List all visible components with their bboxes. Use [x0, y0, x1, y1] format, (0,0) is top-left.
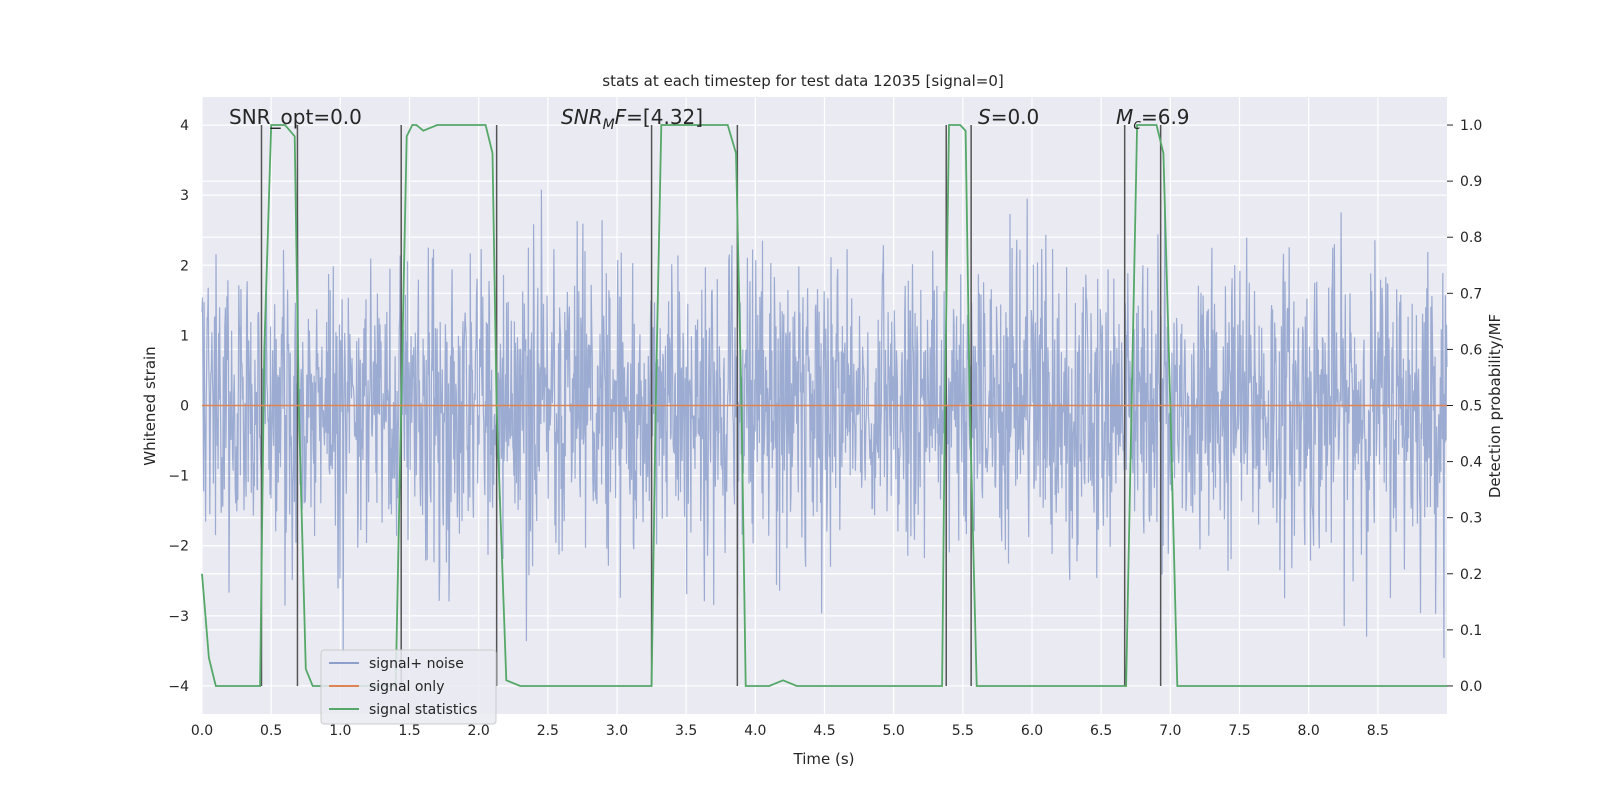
- y2-tick-label: 0.8: [1460, 230, 1482, 246]
- y-tick-label: 2: [180, 258, 189, 274]
- annotation-s: S=0.0: [978, 105, 1039, 129]
- x-tick-label: 6.0: [1021, 723, 1043, 739]
- annotation-snr-mf: SNRMF=[4.32]: [561, 105, 703, 133]
- y2-tick-label: 0.1: [1460, 623, 1482, 639]
- x-tick-label: 1.5: [398, 723, 420, 739]
- signal-plus-noise-series: [201, 189, 1448, 658]
- y-tick-label: 3: [180, 188, 189, 204]
- chart-title: stats at each timestep for test data 120…: [602, 72, 1003, 90]
- x-axis-label: Time (s): [793, 750, 855, 768]
- y-tick-label: −4: [168, 679, 189, 695]
- y2-tick-label: 0.3: [1460, 511, 1482, 527]
- annotation-snr-opt: SNR_opt=0.0: [229, 105, 362, 129]
- y2-tick-label: 0.2: [1460, 567, 1482, 583]
- y2-tick-label: 0.5: [1460, 399, 1482, 415]
- x-tick-label: 1.0: [329, 723, 351, 739]
- statistics-line: [201, 124, 1447, 687]
- x-tick-label: 8.0: [1298, 723, 1320, 739]
- legend-label-noise: signal+ noise: [369, 656, 464, 672]
- y-tick-label: 0: [180, 399, 189, 415]
- x-axis-ticks: 0.0 0.5 1.0 1.5 2.0 2.5 3.0 3.5 4.0 4.5 5.0 5.5 6.0 6…: [191, 723, 1389, 739]
- y2-tick-label: 0.4: [1460, 455, 1482, 471]
- y2-axis-label: Detection probability/MF: [1486, 314, 1504, 498]
- annotation-mc: Mc=6.9: [1116, 105, 1190, 133]
- y2-tick-label: 1.0: [1460, 118, 1482, 134]
- x-tick-label: 5.5: [952, 723, 974, 739]
- x-tick-label: 6.5: [1090, 723, 1112, 739]
- y2-tick-label: 0.9: [1460, 174, 1482, 190]
- y2-tick-label: 0.0: [1460, 679, 1482, 695]
- x-tick-label: 2.0: [468, 723, 490, 739]
- x-tick-label: 8.5: [1367, 723, 1389, 739]
- legend-label-signal: signal only: [369, 679, 444, 695]
- y2-tick-label: 0.6: [1460, 342, 1482, 358]
- x-tick-label: 2.5: [537, 723, 559, 739]
- x-tick-label: 7.0: [1159, 723, 1181, 739]
- y-tick-label: −1: [168, 469, 189, 485]
- x-tick-label: 5.0: [883, 723, 905, 739]
- y-tick-label: 1: [180, 328, 189, 344]
- y-tick-label: −3: [168, 609, 189, 625]
- legend-label-stats: signal statistics: [369, 702, 477, 718]
- y2-axis-ticks: 1.0 0.9 0.8 0.7 0.6 0.5 0.4 0.3 0.2 0.1 0.0: [1447, 118, 1482, 695]
- noise-trace: [201, 189, 1448, 658]
- x-tick-label: 3.0: [606, 723, 628, 739]
- x-tick-label: 0.5: [260, 723, 282, 739]
- legend-box: [320, 649, 497, 725]
- legend: signal+ noise signal only signal statist…: [320, 649, 497, 725]
- x-tick-label: 4.5: [813, 723, 835, 739]
- y2-tick-label: 0.7: [1460, 286, 1482, 302]
- y-tick-label: 4: [180, 118, 189, 134]
- y-axis-ticks: 4 3 2 1 0 −1 −2 −3 −4: [168, 118, 189, 695]
- annotations: SNR_opt=0.0 SNRMF=[4.32] S=0.0 Mc=6.9: [229, 105, 1190, 133]
- y-axis-label: Whitened strain: [141, 346, 159, 465]
- x-tick-label: 4.0: [744, 723, 766, 739]
- y-tick-label: −2: [168, 539, 189, 555]
- x-tick-label: 7.5: [1228, 723, 1250, 739]
- x-tick-label: 3.5: [675, 723, 697, 739]
- x-tick-label: 0.0: [191, 723, 213, 739]
- signal-statistics-series: [201, 124, 1447, 687]
